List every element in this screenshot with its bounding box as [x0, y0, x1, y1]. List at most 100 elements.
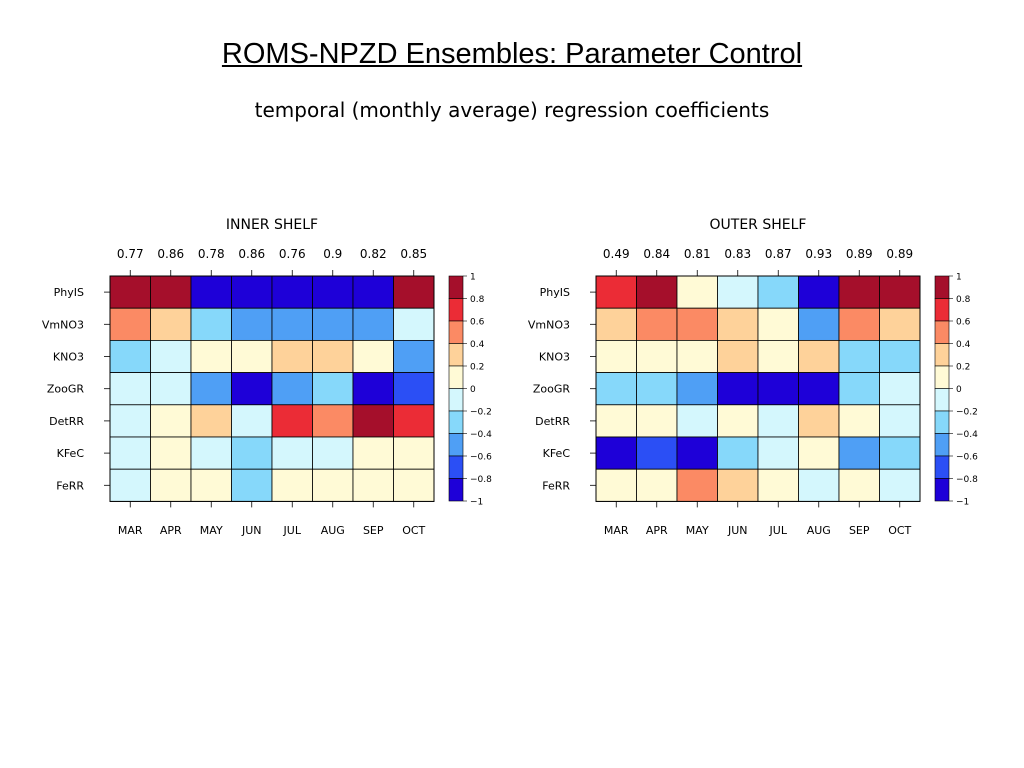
- x-tick-label: APR: [646, 524, 668, 537]
- heatmap-cell: [838, 372, 880, 406]
- heatmap-cell: [352, 339, 394, 373]
- colorbar-segment: [934, 410, 950, 434]
- x-tick-label: SEP: [363, 524, 384, 537]
- y-tick-label: KNO3: [539, 351, 570, 364]
- heatmap-cell: [717, 275, 759, 309]
- heatmap-cell: [312, 339, 354, 373]
- colorbar-segment: [448, 343, 464, 367]
- heatmap-cell: [352, 275, 394, 309]
- heatmap-cell: [231, 404, 273, 438]
- heatmap-cell: [312, 468, 354, 502]
- heatmap-cell: [636, 339, 678, 373]
- heatmap-cell: [150, 339, 192, 373]
- column-stat-label: 0.85: [400, 247, 427, 261]
- heatmap-cell: [271, 468, 313, 502]
- colorbar-segment: [934, 478, 950, 502]
- y-tick-label: ZooGR: [47, 383, 85, 396]
- column-stat-label: 0.81: [684, 247, 711, 261]
- heatmap-cell: [879, 307, 921, 341]
- heatmap-cell: [838, 468, 880, 502]
- heatmap-cell: [595, 339, 637, 373]
- x-tick-label: AUG: [321, 524, 345, 537]
- colorbar-segment: [448, 478, 464, 502]
- heatmap-cell: [271, 436, 313, 470]
- heatmap-cell: [231, 372, 273, 406]
- column-stat-label: 0.9: [323, 247, 342, 261]
- colorbar-segment: [934, 388, 950, 412]
- heatmap-cell: [393, 436, 435, 470]
- colorbar-tick-label: −0.8: [956, 475, 978, 485]
- heatmap-cell: [352, 468, 394, 502]
- heatmap-cell: [636, 404, 678, 438]
- colorbar-tick-label: 1: [470, 273, 476, 283]
- heatmap-cell: [676, 307, 718, 341]
- heatmap-cell: [595, 404, 637, 438]
- y-tick-label: PhyIS: [54, 286, 84, 299]
- heatmap-cell: [838, 436, 880, 470]
- heatmap-cell: [231, 307, 273, 341]
- x-tick-label: MAR: [118, 524, 143, 537]
- heatmap-cell: [231, 275, 273, 309]
- heatmap-cell: [393, 468, 435, 502]
- colorbar-segment: [448, 320, 464, 344]
- column-stat-label: 0.77: [117, 247, 144, 261]
- colorbar-segment: [934, 433, 950, 457]
- colorbar-segment: [448, 410, 464, 434]
- x-tick-label: APR: [160, 524, 182, 537]
- colorbar-tick-label: −1: [470, 498, 483, 508]
- heatmap-cell: [231, 436, 273, 470]
- x-tick-label: OCT: [402, 524, 425, 537]
- heatmap-cell: [190, 275, 232, 309]
- heatmap-cell: [109, 404, 151, 438]
- colorbar-tick-label: −0.6: [470, 453, 492, 463]
- colorbar-tick-label: 0.6: [956, 318, 971, 328]
- colorbar-tick-label: 0: [956, 385, 962, 395]
- heatmap-cell: [717, 307, 759, 341]
- heatmap-cell: [717, 372, 759, 406]
- column-stat-label: 0.86: [157, 247, 184, 261]
- colorbar-tick-label: −0.8: [470, 475, 492, 485]
- heatmap-cell: [676, 436, 718, 470]
- heatmap-cell: [190, 372, 232, 406]
- heatmap-cell: [838, 404, 880, 438]
- y-tick-label: VmNO3: [528, 318, 570, 331]
- heatmap-cell: [595, 372, 637, 406]
- colorbar-tick-label: 0.2: [470, 363, 484, 373]
- slide-subtitle: temporal (monthly average) regression co…: [254, 98, 770, 122]
- heatmap-cell: [879, 275, 921, 309]
- heatmap-cell: [393, 372, 435, 406]
- heatmap-cell: [595, 436, 637, 470]
- x-tick-label: OCT: [888, 524, 911, 537]
- y-tick-label: FeRR: [542, 479, 570, 492]
- heatmap-cell: [150, 275, 192, 309]
- column-stat-label: 0.82: [360, 247, 387, 261]
- heatmap-cell: [190, 436, 232, 470]
- column-stat-label: 0.93: [805, 247, 832, 261]
- heatmap-cell: [150, 468, 192, 502]
- heatmap-cell: [757, 307, 799, 341]
- column-stat-label: 0.78: [198, 247, 225, 261]
- heatmap-cell: [109, 372, 151, 406]
- heatmap-cell: [757, 468, 799, 502]
- heatmap-cell: [312, 307, 354, 341]
- column-stat-label: 0.84: [643, 247, 670, 261]
- column-stat-label: 0.83: [724, 247, 751, 261]
- heatmap-cell: [798, 275, 840, 309]
- colorbar-tick-label: 0.4: [470, 340, 485, 350]
- heatmap-cell: [636, 436, 678, 470]
- heatmap-cell: [717, 468, 759, 502]
- y-tick-label: DetRR: [49, 415, 84, 428]
- heatmap-cell: [312, 404, 354, 438]
- colorbar-segment: [448, 275, 464, 299]
- colorbar-tick-label: −0.2: [470, 408, 492, 418]
- heatmap-cell: [109, 307, 151, 341]
- column-stat-label: 0.86: [238, 247, 265, 261]
- heatmap-cell: [676, 404, 718, 438]
- heatmap-cell: [879, 339, 921, 373]
- heatmap-cell: [393, 307, 435, 341]
- x-tick-label: JUN: [241, 524, 262, 537]
- heatmap-cell: [109, 468, 151, 502]
- colorbar-tick-label: −0.4: [956, 430, 978, 440]
- heatmap-cell: [676, 372, 718, 406]
